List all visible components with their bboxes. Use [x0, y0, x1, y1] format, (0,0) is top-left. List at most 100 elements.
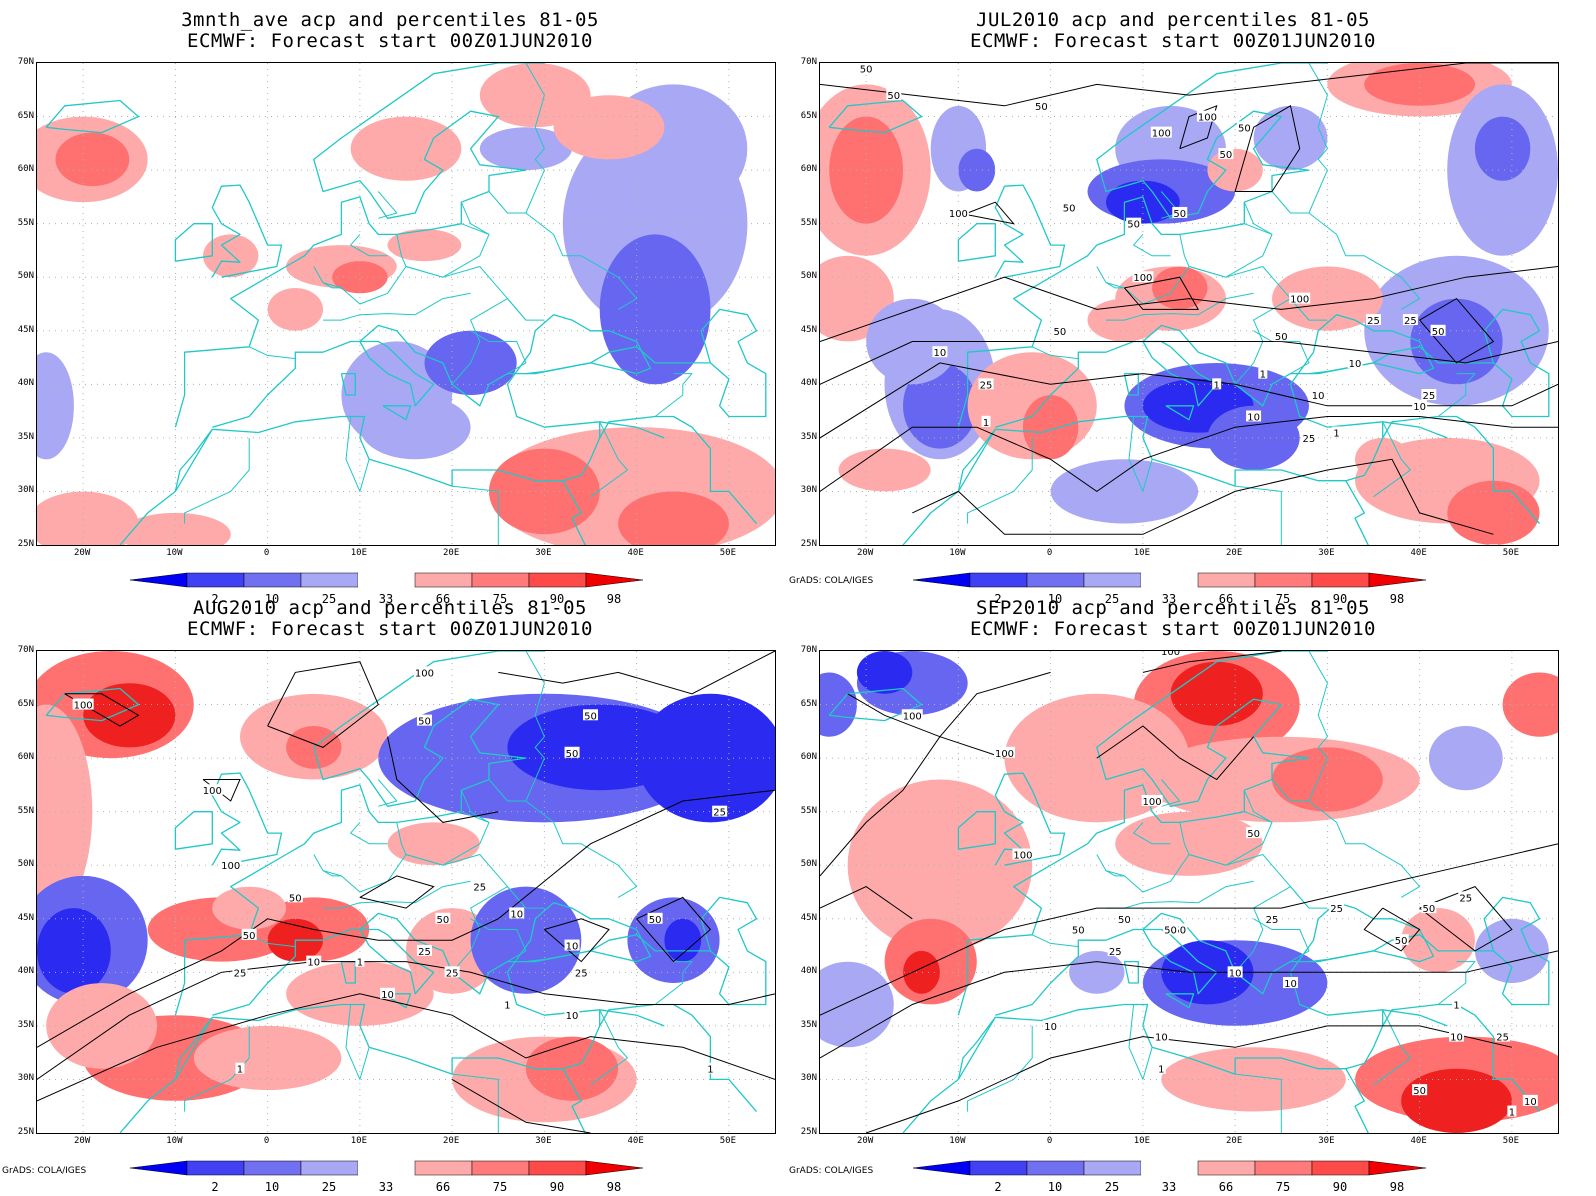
contour-label-text: 10	[1450, 1033, 1463, 1044]
anomaly-region	[332, 261, 388, 294]
map-svg: 50 50 50 100 100 50 50 100 50 50 50 100 100 50 25 25 50 1…	[820, 63, 1558, 545]
contour-label-text: 25	[1109, 947, 1122, 958]
contour-label-text: 50	[1127, 220, 1140, 231]
contour-label-bg	[1156, 1062, 1166, 1074]
contour-label: 1	[981, 415, 991, 429]
contour-label-bg	[502, 998, 512, 1010]
longitude-tick-label: 40E	[627, 1136, 644, 1146]
colorbar-swatch	[528, 572, 587, 588]
longitude-tick-label: 10E	[350, 1136, 367, 1146]
colorbar-tick-label: 98	[606, 1180, 622, 1194]
contour-label-text: 10	[1524, 1097, 1537, 1108]
coastlines	[828, 63, 1550, 545]
coastline	[902, 428, 996, 545]
colorbar-tick-label: 90	[1332, 1180, 1348, 1194]
contour-label: 10	[1522, 1094, 1538, 1108]
contour-label-text: 10	[1312, 391, 1325, 402]
coastline	[174, 63, 545, 428]
panel-subtitle: ECMWF: Forecast start 00Z01JUN2010	[970, 30, 1376, 52]
colorbar-swatch	[1311, 572, 1370, 588]
anomaly-region	[1475, 918, 1549, 983]
contour-label: 25	[416, 944, 432, 958]
panel-title: AUG2010 acp and percentiles 81-05	[193, 597, 587, 619]
anomaly-region	[599, 234, 711, 385]
latitude-tick-label: 40N	[17, 378, 34, 389]
contour-label-bg	[355, 955, 365, 967]
contour-label-text: 10	[1349, 359, 1362, 370]
contour-label-text: 50	[584, 711, 597, 722]
longitude-tick-label: 30E	[1318, 548, 1335, 558]
longitude-tick-label: 50E	[719, 548, 736, 558]
anomaly-region	[1272, 747, 1383, 812]
longitude-tick-label: 30E	[535, 548, 552, 558]
map-panel-3month: 3mnth_ave acp and percentiles 81-05 ECMW…	[0, 0, 780, 606]
contour-label-bg	[416, 714, 432, 726]
contour-label: 10	[1246, 410, 1262, 423]
anomaly-region	[350, 116, 462, 181]
latitude-tick-label: 60N	[800, 752, 817, 763]
contour-label-bg	[1507, 1105, 1517, 1117]
contour-label-bg	[1488, 544, 1498, 545]
contour-label-text: 10	[934, 348, 947, 359]
contour-label: 10	[1347, 356, 1363, 370]
latitude-tick-label: 35N	[17, 431, 34, 442]
contour-label: 100	[1141, 794, 1163, 808]
country-border	[377, 779, 398, 807]
contour-line	[1179, 104, 1218, 150]
coastline	[957, 428, 996, 492]
country-border	[1179, 811, 1273, 866]
contour-line	[847, 693, 1005, 759]
contour-label-text: 10	[1155, 1033, 1168, 1044]
latitude-tick-label: 40N	[800, 378, 817, 389]
contour-label: 25	[1264, 912, 1280, 926]
anomaly-region	[55, 132, 130, 187]
contour-label-bg	[947, 206, 969, 218]
country-border	[1133, 822, 1171, 845]
contour-lines	[37, 651, 775, 1133]
contour-label-text: 1	[504, 1000, 510, 1011]
contour-label: 10	[1153, 1030, 1169, 1044]
colorbar-legend	[913, 1160, 1453, 1176]
longitude-tick-label: 10E	[1133, 548, 1150, 558]
colorbar-tick-label: 66	[1218, 592, 1234, 606]
contour-label: 100	[220, 859, 242, 872]
anomaly-region	[1106, 180, 1180, 224]
contour-label-bg	[1421, 902, 1437, 914]
contour-label: 50	[241, 928, 257, 942]
country-border	[1133, 234, 1171, 257]
contour-label-text: 25	[446, 968, 459, 979]
anomaly-region	[1170, 661, 1263, 726]
map-svg	[37, 63, 775, 545]
colorbar-swatch	[1254, 572, 1313, 588]
contour-label: 50	[1163, 923, 1179, 936]
country-border	[460, 202, 490, 235]
map-panel-sep: SEP2010 acp and percentiles 81-05 ECMWF:…	[783, 588, 1563, 1194]
country-border	[1253, 918, 1310, 963]
colorbar-swatch	[1311, 1160, 1370, 1176]
colorbar-tick-label: 98	[1389, 592, 1405, 606]
latitude-tick-label: 45N	[17, 324, 34, 335]
contour-label: 25	[444, 966, 460, 979]
contour-label-text: 25	[713, 808, 726, 819]
contour-label-bg	[1153, 1030, 1169, 1042]
contour-label: 50	[1393, 934, 1409, 947]
colorbar-tick-label: 10	[264, 1180, 280, 1194]
contour-label-text: 100	[1013, 851, 1032, 862]
contour-label-bg	[1393, 934, 1409, 946]
contour-label-bg	[1150, 126, 1172, 138]
latitude-tick-label: 25N	[800, 1127, 817, 1137]
anomaly-region	[618, 491, 729, 545]
latitude-tick-label: 65N	[17, 110, 34, 121]
contour-label-bg	[573, 966, 589, 978]
contour-label-text: 50	[1422, 904, 1435, 915]
contour-label-text: 25	[234, 968, 247, 979]
country-border	[323, 292, 471, 321]
colorbar-arrow-high	[585, 572, 644, 588]
contour-label-bg	[1332, 426, 1342, 438]
contour-label-text: 50	[1072, 925, 1085, 936]
contour-label-bg	[981, 415, 991, 427]
colorbar-arrow-high	[1368, 572, 1427, 588]
coastline	[562, 480, 586, 545]
contour-label-text: 50	[243, 931, 256, 942]
longitude-tick-label: 40E	[627, 548, 644, 558]
